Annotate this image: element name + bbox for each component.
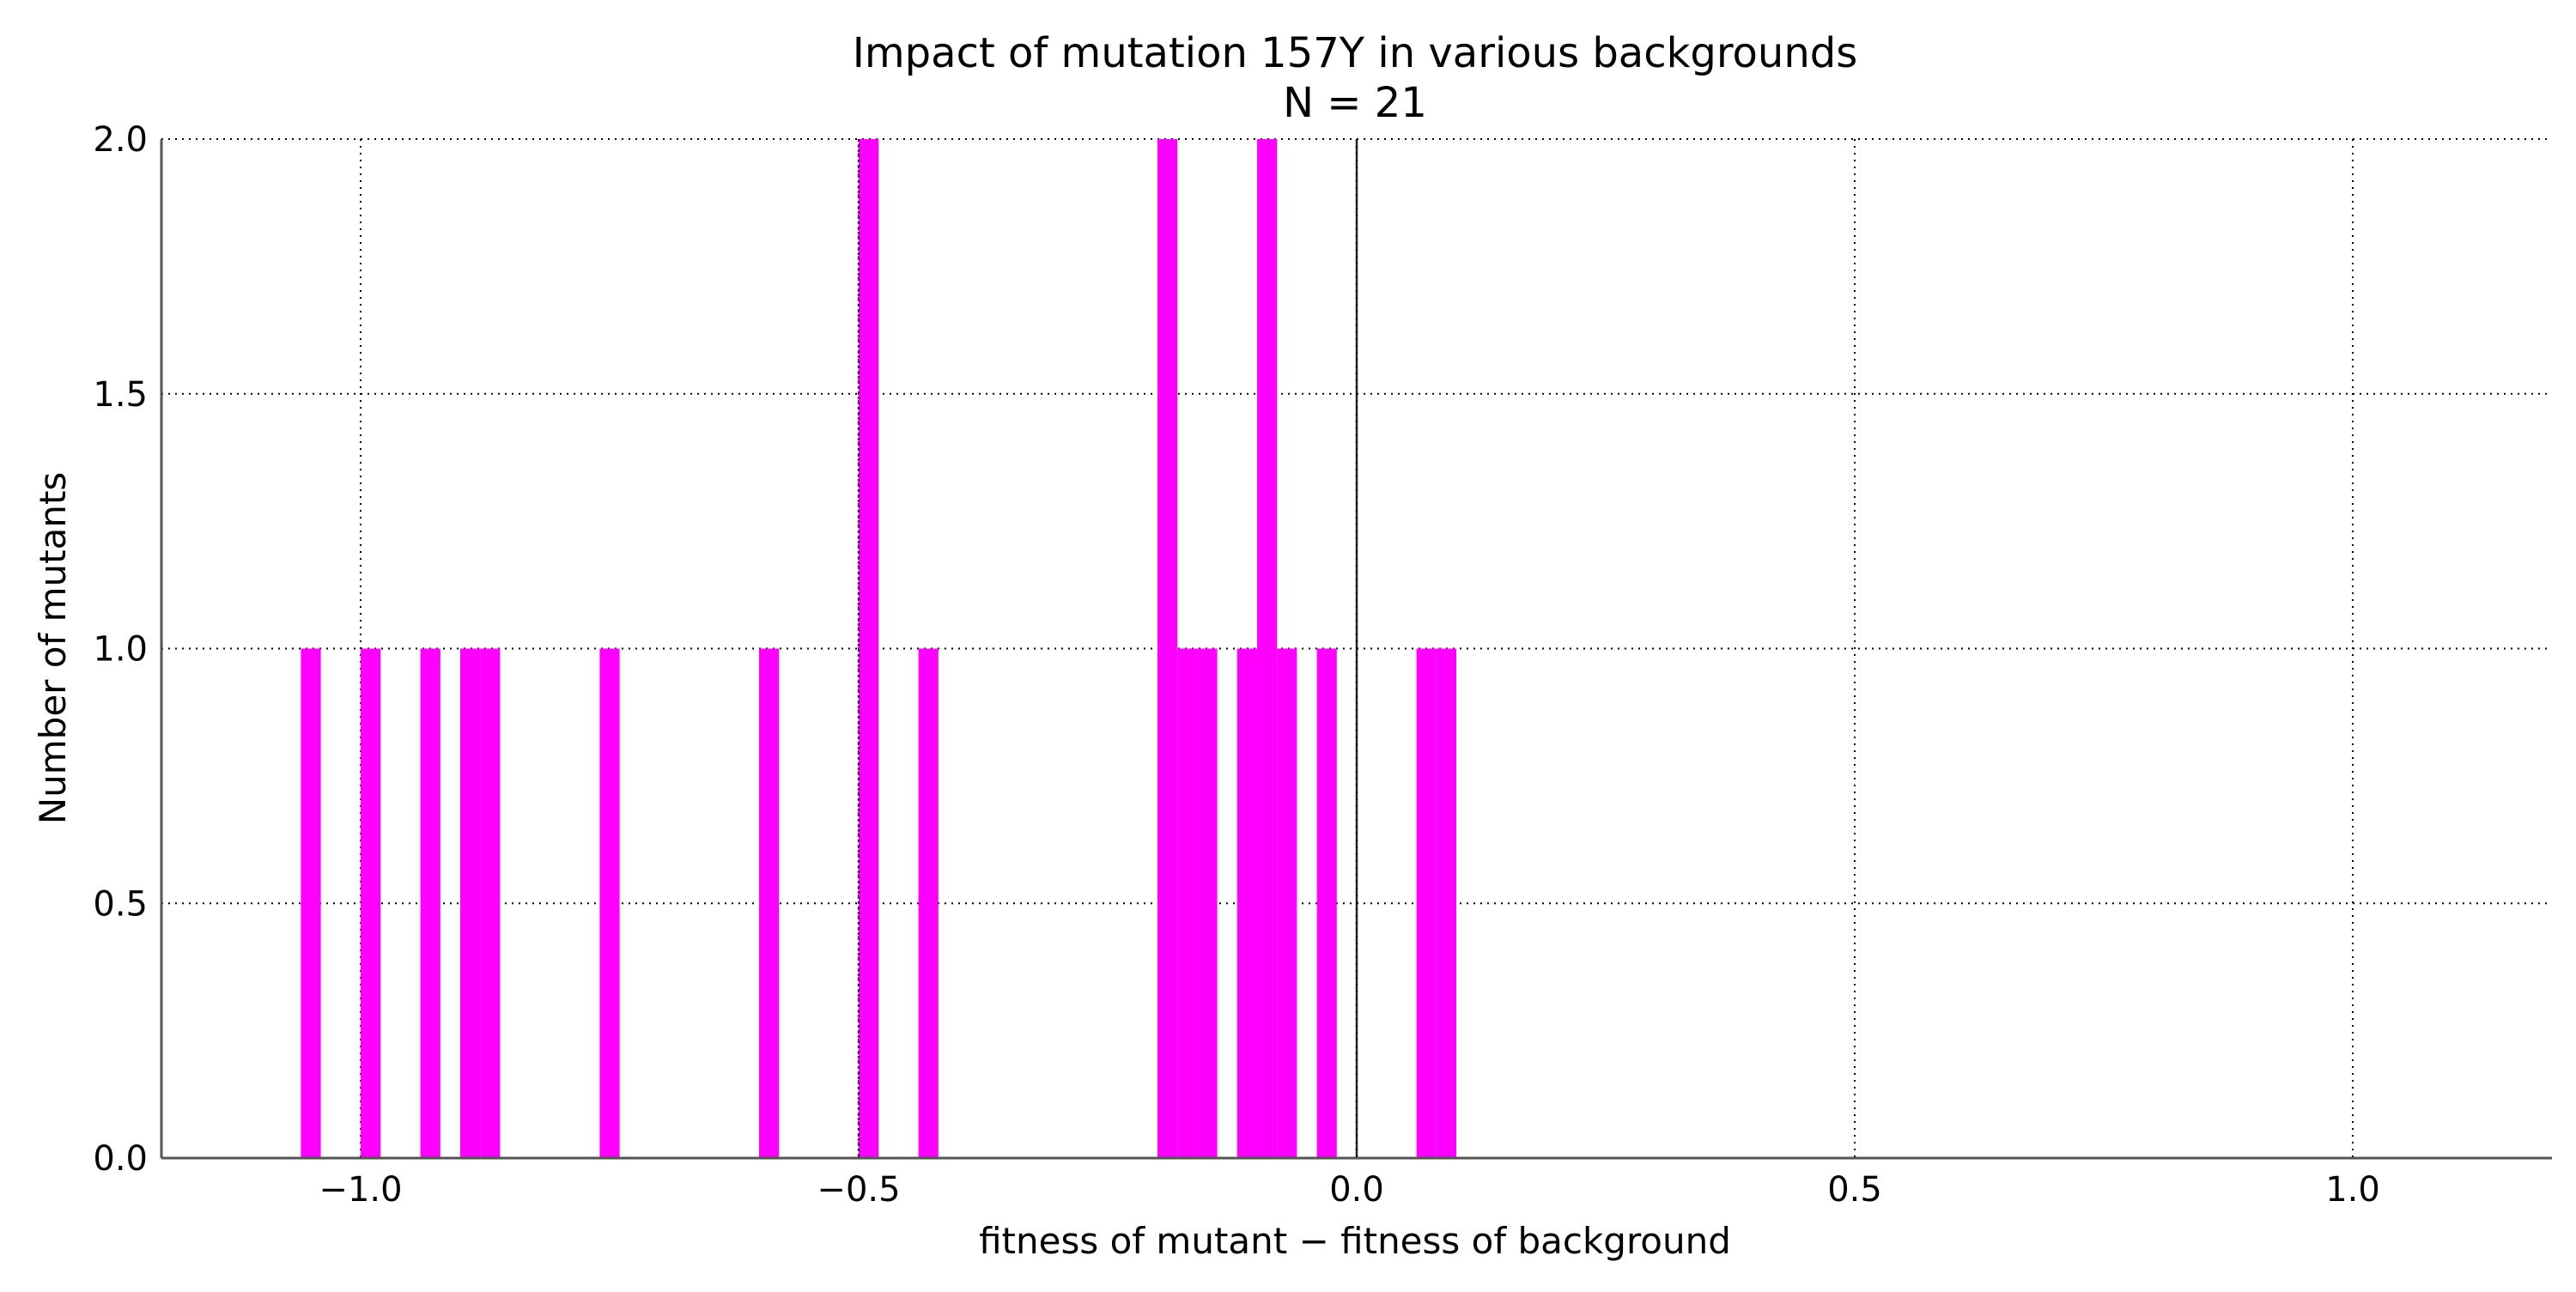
histogram-bar [1416, 648, 1437, 1158]
histogram-bar [1316, 648, 1337, 1158]
x-tick-label: 1.0 [2325, 1170, 2380, 1210]
histogram-bar [480, 648, 501, 1158]
histogram-bar [759, 648, 780, 1158]
y-tick-label: 1.0 [93, 630, 148, 670]
histogram-bar [1157, 139, 1178, 1158]
axes-layer [160, 139, 2552, 1160]
y-axis-label: Number of mutants [32, 472, 74, 825]
x-axis-label: fitness of mutant − fitness of backgroun… [979, 1220, 1731, 1262]
chart-title: Impact of mutation 157Y in various backg… [853, 29, 1857, 77]
x-tick-label: 0.0 [1329, 1170, 1384, 1210]
histogram-bar [1177, 648, 1198, 1158]
y-tick-label: 1.5 [93, 375, 148, 415]
x-tick-label: −0.5 [817, 1170, 900, 1210]
histogram-bar [1236, 648, 1257, 1158]
histogram-bar [361, 648, 381, 1158]
histogram-bar [301, 648, 321, 1158]
histogram-bar [1197, 648, 1218, 1158]
histogram-bar [1257, 139, 1278, 1158]
y-tick-label: 0.5 [93, 884, 148, 924]
histogram-bar [1436, 648, 1456, 1158]
histogram-bar [859, 139, 879, 1158]
bars-layer [301, 139, 1456, 1158]
histogram-bar [1277, 648, 1297, 1158]
y-tick-label: 0.0 [93, 1139, 148, 1179]
y-tick-label: 2.0 [93, 120, 148, 160]
histogram-bar [918, 648, 939, 1158]
histogram-bar [460, 648, 481, 1158]
histogram-bar [599, 648, 620, 1158]
chart-subtitle: N = 21 [1283, 79, 1427, 127]
reference-lines-layer [857, 139, 1358, 1158]
x-tick-label: 0.5 [1827, 1170, 1882, 1210]
ticks-layer: −1.0 −0.5 0.0 0.5 1.0 0.0 0.5 1.0 1.5 2.0 [93, 120, 2379, 1210]
histogram-bar [420, 648, 440, 1158]
x-tick-label: −1.0 [319, 1170, 402, 1210]
